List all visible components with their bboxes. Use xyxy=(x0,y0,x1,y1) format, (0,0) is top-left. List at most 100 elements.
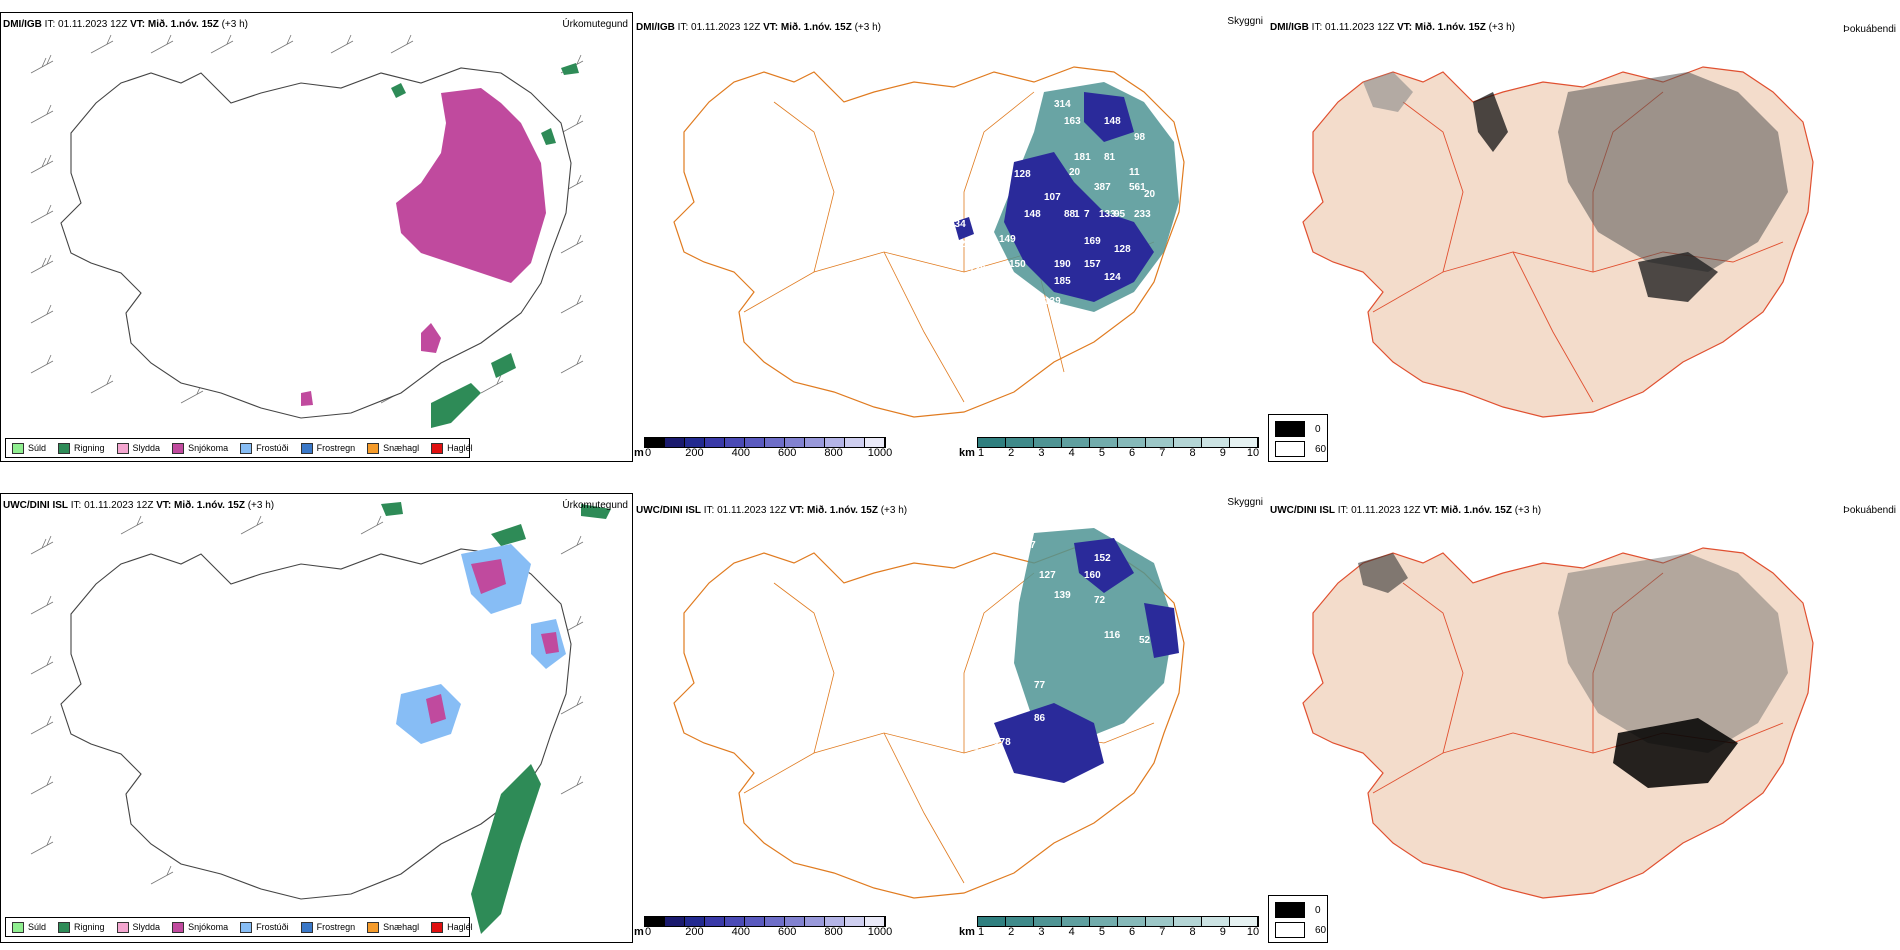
legend-item: Snæhagl xyxy=(367,921,419,933)
legend-swatch xyxy=(172,921,185,933)
colorbar-tick-label: 8 xyxy=(1189,447,1196,459)
colorbar-tick-label: 1000 xyxy=(867,447,893,459)
colorbar-cell xyxy=(725,917,745,926)
iceland-outline xyxy=(1302,547,1814,899)
colorbar-tick-label: 6 xyxy=(1129,926,1136,938)
colorbar-cell xyxy=(1034,438,1062,447)
colorbar-tick-label: 3 xyxy=(1038,447,1045,459)
legend-swatch xyxy=(116,921,129,933)
legend-swatch xyxy=(300,921,313,933)
precip-legend: Súld Rigning Slydda Snjókoma Frostúði Frostre… xyxy=(5,917,473,937)
legend-swatch xyxy=(12,442,24,454)
cloud-base-value: 178 xyxy=(994,737,1011,748)
colorbar-tick-label: 1000 xyxy=(867,926,893,938)
legend-item: Rigning xyxy=(58,442,105,454)
legend-item: Snjókoma xyxy=(172,442,228,454)
legend-swatch xyxy=(172,442,185,454)
colorbar-cell xyxy=(785,438,805,447)
cloud-base-value: 1 xyxy=(1074,209,1080,220)
fog-index-legend: 0 60 xyxy=(1268,414,1328,462)
colorbar-cell xyxy=(805,438,825,447)
cloud-base-value: 86 xyxy=(1034,713,1046,724)
legend-label: Slydda xyxy=(132,922,161,932)
legend-swatch xyxy=(367,921,380,933)
colorbar-tick-label: 1 xyxy=(977,926,985,938)
cloud-base-value: 139 xyxy=(1054,590,1071,601)
colorbar-cell xyxy=(705,438,725,447)
cloud-base-value: 163 xyxy=(1064,116,1081,127)
rain-area xyxy=(491,524,526,546)
cloud-base-value: 186 xyxy=(969,710,986,721)
colorbar-cell xyxy=(845,438,865,447)
legend-item: Frostúði xyxy=(240,442,289,454)
colorbar-tick-label: 10 xyxy=(1246,926,1260,938)
cloud-base-value: 107 xyxy=(1044,192,1061,203)
colorbar-tick-label: 600 xyxy=(778,926,797,938)
panel-label-precip: Úrkomutegund xyxy=(562,500,628,511)
cloud-base-value: 139 xyxy=(1044,296,1061,307)
legend-item: Snjókoma xyxy=(172,921,229,933)
colorbar-tick-label: 10 xyxy=(1246,447,1260,459)
colorbar-tick-label: 9 xyxy=(1219,447,1226,459)
fog-index-area xyxy=(1558,72,1788,272)
panel-label-precip: Úrkomutegund xyxy=(562,19,628,30)
low-cloud-area xyxy=(994,703,1104,783)
panel-title: DMI/IGB IT: 01.11.2023 12Z VT: Mið. 1.nó… xyxy=(3,19,249,30)
cloud-base-value: 387 xyxy=(1094,182,1111,193)
colorbar-cell xyxy=(1202,917,1230,926)
legend-item: Rigning xyxy=(58,921,105,933)
road-network xyxy=(743,572,1155,884)
colorbar-tick-label: 5 xyxy=(1098,447,1105,459)
cloud-base-value: 130 xyxy=(969,264,986,275)
cloud-base-value: 169 xyxy=(1084,236,1101,247)
cloud-base-value: 248 xyxy=(1014,296,1031,307)
panel-label-fog: Þokuábendi xyxy=(1843,505,1896,516)
legend-item: Frostúði xyxy=(240,921,289,933)
panel-label-visibility: Skyggni xyxy=(1227,497,1263,508)
colorbar-cell xyxy=(685,438,705,447)
colorbar-cell xyxy=(1174,917,1202,926)
cloud-base-value: 12 xyxy=(954,239,966,250)
cloud-base-value: 167 xyxy=(1019,540,1036,551)
colorbar-cell xyxy=(725,438,745,447)
cloud-base-value: 74 xyxy=(924,715,936,726)
cloud-base-value: 233 xyxy=(1134,209,1151,220)
cloud-base-value: 127 xyxy=(1039,570,1056,581)
colorbar-tick-label: 9 xyxy=(1219,926,1226,938)
cloud-base-value: 152 xyxy=(1094,553,1111,564)
legend-label: Rigning xyxy=(74,922,105,932)
colorbar-tick-label: 1 xyxy=(977,447,985,459)
cloud-base-value: 120 xyxy=(909,635,926,646)
legend-label: Snjókoma xyxy=(188,922,229,932)
precip-type-panel-row2: UWC/DINI ISL IT: 01.11.2023 12Z VT: Mið.… xyxy=(0,493,633,943)
colorbar-cell xyxy=(1118,438,1146,447)
visibility-panel-row2: 167 152 127 160 139 72 120 116 52 12 74 186 86 178 108… xyxy=(634,493,1267,943)
legend-label: Frostúði xyxy=(256,922,289,932)
colorbar-tick-label: 0 xyxy=(644,447,652,459)
colorbar-tick-label: 6 xyxy=(1129,447,1136,459)
cloud-base-value: 314 xyxy=(1054,99,1071,110)
cloud-base-value: 50 xyxy=(964,780,976,791)
cloud-base-colorbar: m 0 200 400 600 800 1000 xyxy=(634,916,894,938)
colorbar-tick-label: 200 xyxy=(685,926,704,938)
colorbar-cell xyxy=(745,438,765,447)
panel-label-visibility: Skyggni xyxy=(1227,16,1263,27)
legend-item: Frostregn xyxy=(300,442,355,454)
colorbar-tick-label: 800 xyxy=(824,926,843,938)
colorbar-cell xyxy=(1006,917,1034,926)
cloud-base-value: 150 xyxy=(1009,259,1026,270)
legend-swatch xyxy=(58,442,71,454)
precip-legend: Súld Rigning Slydda Snjókoma Frostúði Frostre… xyxy=(5,438,473,458)
colorbar-cell xyxy=(865,438,885,447)
colorbar-unit: m xyxy=(634,926,644,938)
colorbar-cell xyxy=(1034,917,1062,926)
low-cloud-area xyxy=(1004,152,1154,302)
legend-swatch xyxy=(367,442,380,454)
cloud-base-value: 108 xyxy=(974,747,991,758)
legend-item: Haglél xyxy=(431,921,473,933)
low-visibility-area xyxy=(1014,528,1174,743)
colorbar-cell xyxy=(805,917,825,926)
panel-title: UWC/DINI ISL IT: 01.11.2023 12Z VT: Mið.… xyxy=(3,500,275,511)
legend-swatch xyxy=(431,921,444,933)
